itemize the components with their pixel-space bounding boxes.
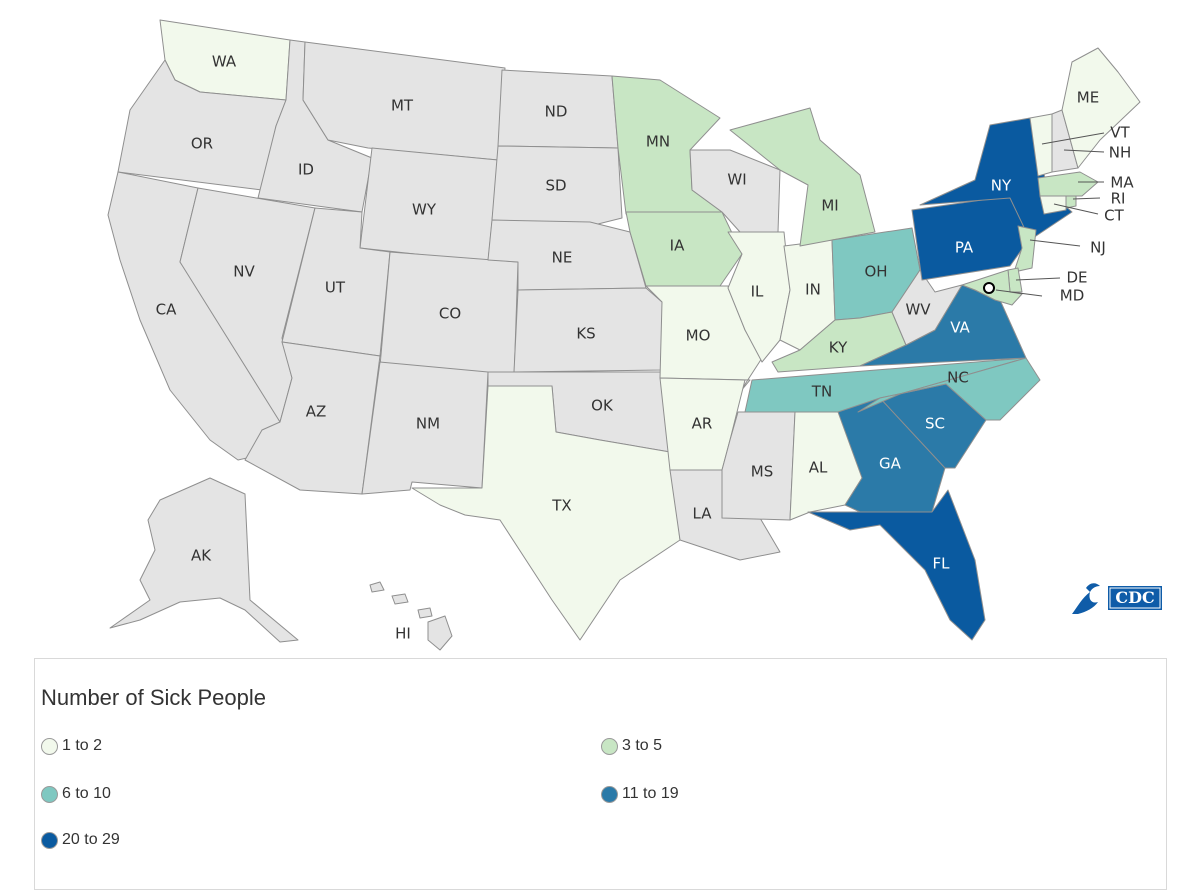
legend-item-label: 3 to 5 (622, 737, 663, 754)
state-label-CT: CT (1104, 207, 1124, 225)
state-label-KY: KY (829, 339, 848, 357)
state-label-WI: WI (727, 171, 746, 189)
legend-item-label: 1 to 2 (62, 737, 103, 754)
state-label-VA: VA (950, 319, 970, 337)
state-label-NE: NE (552, 249, 573, 267)
legend-item-6-to-10[interactable]: 6 to 10 (41, 785, 111, 803)
legend-swatch (41, 737, 58, 755)
leader-line-NJ (1029, 239, 1081, 247)
state-label-MO: MO (686, 327, 711, 345)
state-label-OK: OK (591, 397, 614, 415)
state-label-CO: CO (439, 305, 461, 323)
state-label-CA: CA (156, 301, 177, 319)
state-label-TX: TX (551, 497, 571, 515)
legend-swatch (601, 737, 618, 755)
state-NJ[interactable] (1013, 225, 1037, 273)
state-label-RI: RI (1111, 190, 1126, 208)
leader-line-VT (1041, 132, 1105, 145)
state-label-AK: AK (191, 547, 212, 565)
legend-swatch (41, 785, 58, 803)
state-label-GA: GA (879, 455, 902, 473)
legend-item-20-to-29[interactable]: 20 to 29 (41, 831, 120, 849)
state-label-MT: MT (391, 97, 414, 115)
state-label-TN: TN (811, 383, 832, 401)
state-TX[interactable] (411, 385, 681, 641)
legend-title: Number of Sick People (41, 685, 266, 710)
leader-line-MD (995, 289, 1043, 297)
leader-line-CT (1053, 203, 1099, 215)
state-label-NM: NM (416, 415, 440, 433)
state-label-HI: HI (395, 625, 411, 643)
state-label-NC: NC (947, 369, 969, 387)
state-NC[interactable] (857, 357, 1041, 421)
state-MT[interactable] (302, 41, 506, 161)
state-label-SD: SD (545, 177, 566, 195)
state-label-WV: WV (905, 301, 931, 319)
legend-item-label: 20 to 29 (62, 831, 120, 848)
legend-item-label: 11 to 19 (622, 785, 679, 802)
state-label-AR: AR (692, 415, 713, 433)
state-label-ND: ND (545, 103, 568, 121)
state-AK[interactable] (109, 477, 299, 643)
dc-marker[interactable] (983, 282, 995, 294)
state-label-NV: NV (233, 263, 255, 281)
state-label-ME: ME (1077, 89, 1099, 107)
state-FL[interactable] (807, 489, 986, 641)
state-MA[interactable] (1037, 171, 1099, 197)
state-label-NJ: NJ (1090, 239, 1106, 257)
state-label-OH: OH (864, 263, 887, 281)
legend-swatch (601, 785, 618, 803)
cdc-logo[interactable]: CDC (1068, 578, 1164, 618)
legend-swatch (41, 831, 58, 849)
state-MI[interactable] (729, 107, 876, 247)
leader-line-NH (1063, 149, 1105, 153)
state-label-ID: ID (298, 161, 314, 179)
state-label-WA: WA (212, 53, 237, 71)
state-label-MN: MN (646, 133, 670, 151)
state-label-NY: NY (991, 177, 1012, 195)
legend-item-1-to-2[interactable]: 1 to 2 (41, 737, 102, 755)
state-label-SC: SC (925, 415, 945, 433)
state-label-IA: IA (670, 237, 685, 255)
cdc-logo-text: CDC (1115, 588, 1154, 607)
state-ME[interactable] (1061, 47, 1141, 169)
legend-item-3-to-5[interactable]: 3 to 5 (601, 737, 662, 755)
state-label-MD: MD (1060, 287, 1085, 305)
state-label-OR: OR (191, 135, 213, 153)
state-label-PA: PA (955, 239, 974, 257)
us-map: WA OR CA ID NV MT WY UT AZ CO NM ND SD N… (107, 19, 1141, 651)
cdc-eagle-icon: CDC (1072, 583, 1162, 614)
state-label-MI: MI (821, 197, 838, 215)
state-AZ[interactable] (244, 341, 381, 495)
state-label-DE: DE (1066, 269, 1087, 287)
state-label-AZ: AZ (306, 403, 327, 421)
state-label-MS: MS (751, 463, 773, 481)
legend-item-label: 6 to 10 (62, 785, 111, 802)
state-label-KS: KS (576, 325, 595, 343)
state-label-AL: AL (809, 459, 828, 477)
state-HI[interactable] (369, 581, 453, 651)
state-label-IN: IN (805, 281, 821, 299)
legend-item-11-to-19[interactable]: 11 to 19 (601, 785, 679, 803)
leader-line-RI (1072, 197, 1101, 200)
leader-line-DE (1015, 277, 1061, 281)
state-SD[interactable] (491, 145, 623, 227)
state-label-MA: MA (1110, 174, 1134, 192)
state-label-WY: WY (412, 201, 437, 219)
state-label-LA: LA (693, 505, 713, 523)
map-legend: Number of Sick People 1 to 2 3 to 5 6 to… (34, 658, 1167, 890)
state-label-VT: VT (1110, 124, 1130, 142)
state-label-IL: IL (751, 283, 764, 301)
state-label-FL: FL (933, 555, 951, 573)
state-label-NH: NH (1109, 144, 1132, 162)
state-label-UT: UT (325, 279, 346, 297)
